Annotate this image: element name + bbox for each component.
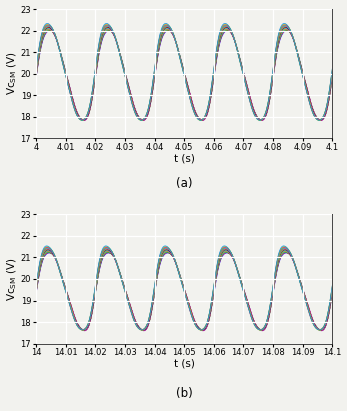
X-axis label: t (s): t (s) xyxy=(174,153,195,164)
Y-axis label: Vc$_\mathregular{SM}$ (V): Vc$_\mathregular{SM}$ (V) xyxy=(6,52,19,95)
Y-axis label: Vc$_\mathregular{SM}$ (V): Vc$_\mathregular{SM}$ (V) xyxy=(6,257,19,301)
X-axis label: t (s): t (s) xyxy=(174,359,195,369)
Text: (a): (a) xyxy=(176,177,192,190)
Text: (b): (b) xyxy=(176,388,193,400)
